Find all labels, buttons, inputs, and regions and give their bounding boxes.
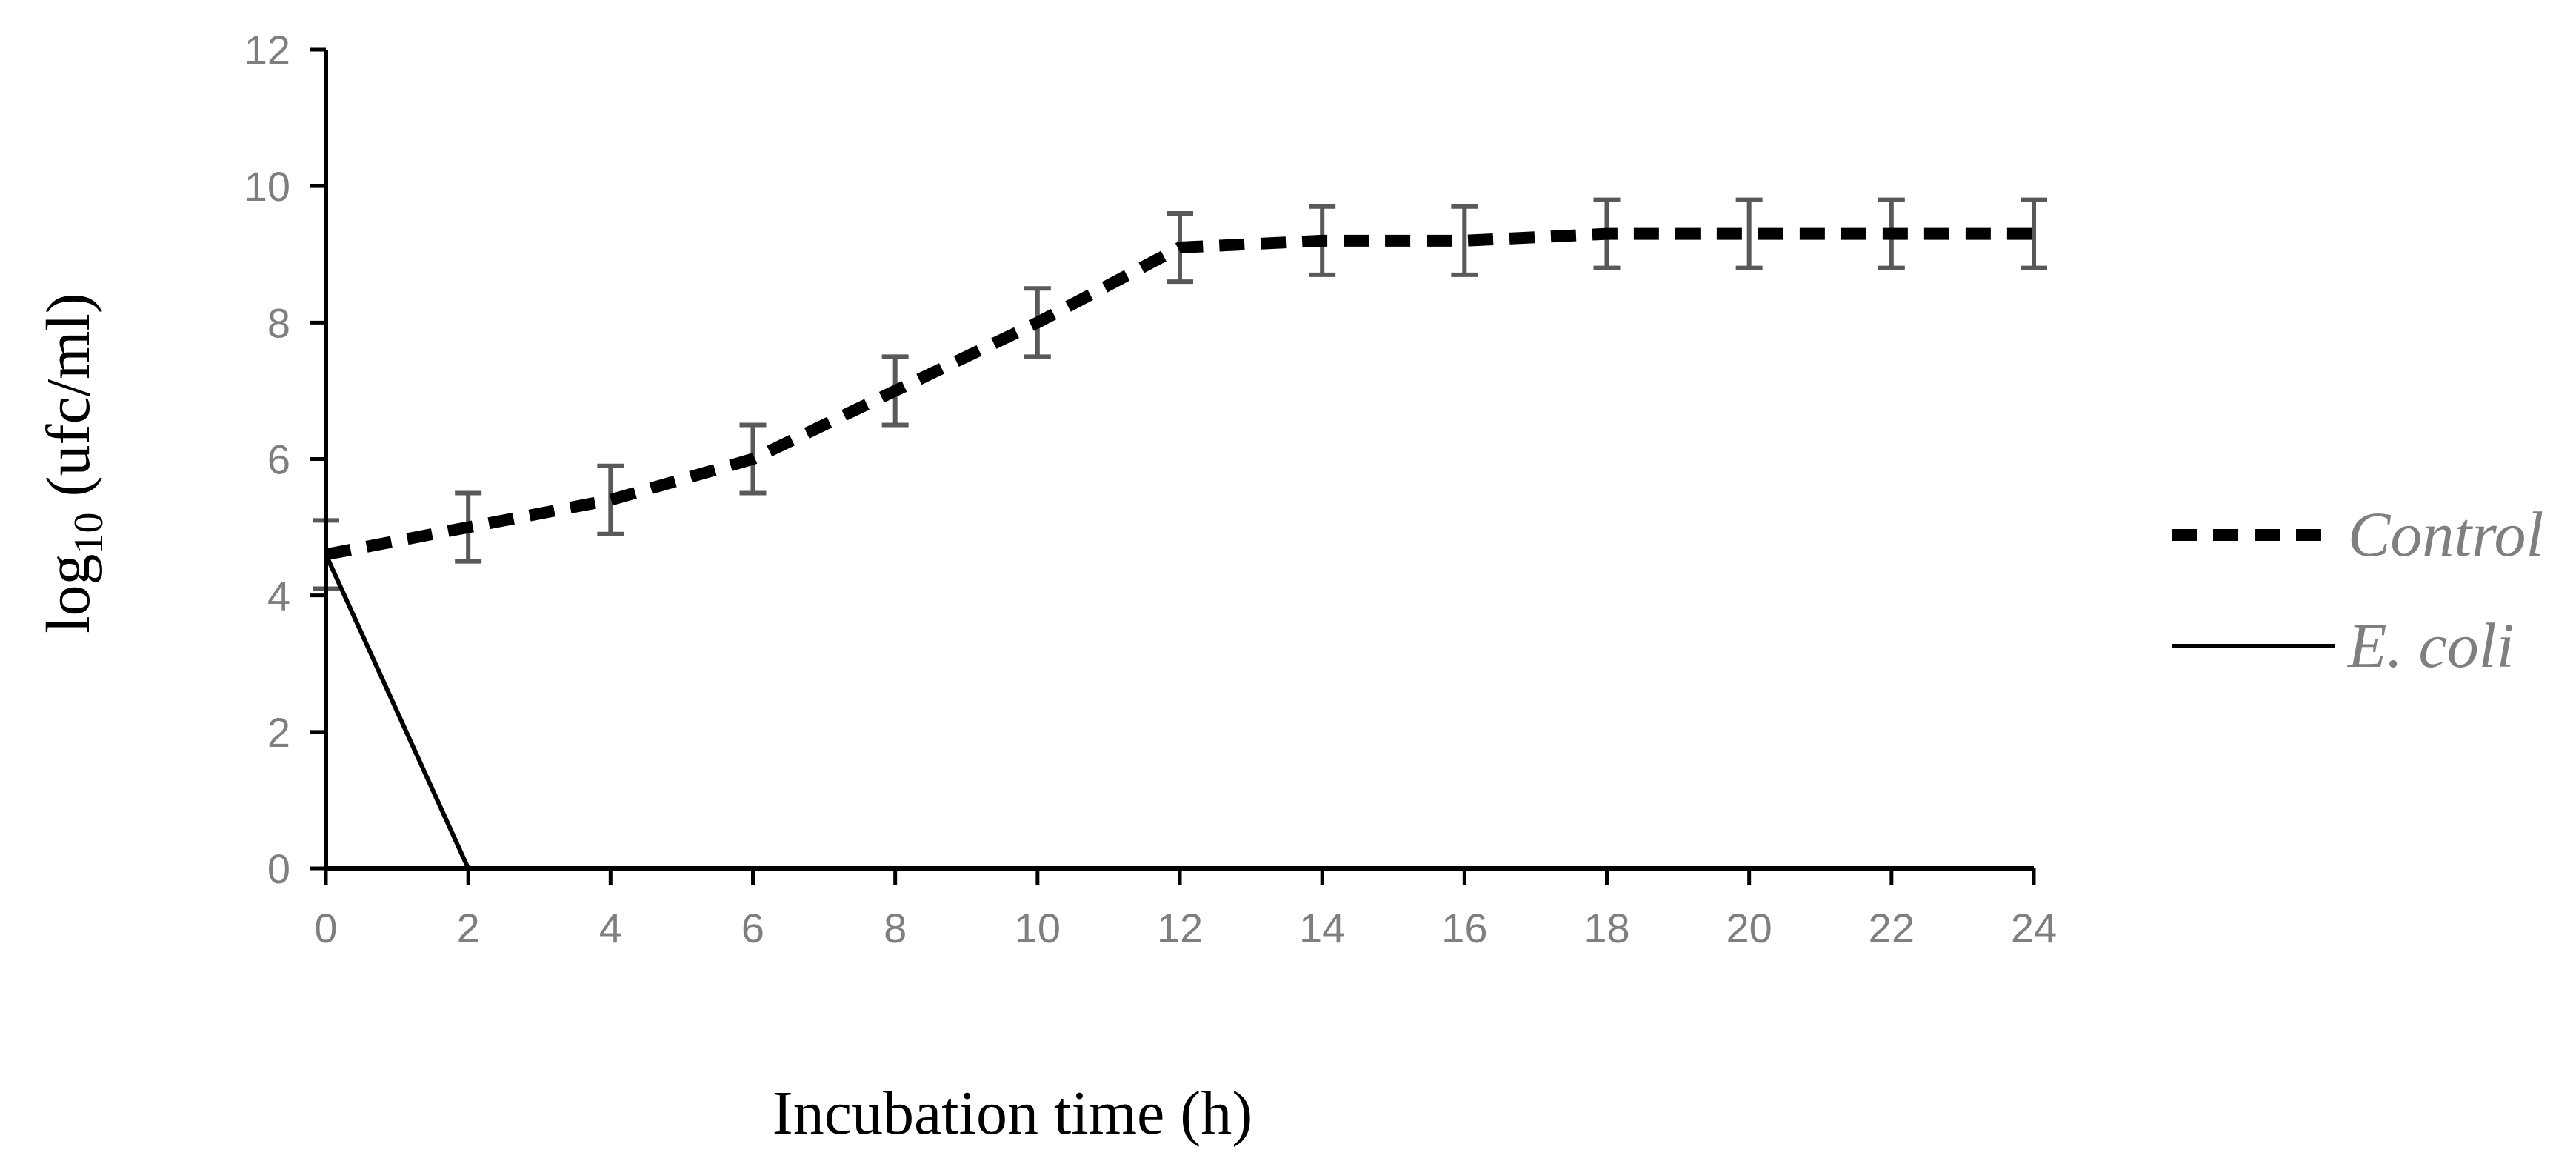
data-point <box>753 459 754 460</box>
y-tick-label: 12 <box>244 27 290 73</box>
data-point <box>2033 233 2035 235</box>
data-point <box>1179 247 1181 248</box>
x-tick-label: 24 <box>2011 905 2057 951</box>
data-point <box>610 499 611 501</box>
y-tick-label: 10 <box>244 163 290 210</box>
series-e-coli <box>324 553 470 870</box>
error-bar <box>2021 197 2047 270</box>
series-line-e-coli <box>324 553 470 870</box>
x-tick-label: 20 <box>1726 905 1772 951</box>
x-tick-label: 4 <box>599 905 622 951</box>
error-bar <box>597 463 624 536</box>
y-tick-label: 4 <box>267 573 290 619</box>
x-tick-label: 14 <box>1299 905 1345 951</box>
x-tick-label: 22 <box>1869 905 1915 951</box>
x-tick-label: 2 <box>457 905 480 951</box>
data-point <box>1891 233 1892 235</box>
x-tick-label: 16 <box>1441 905 1487 951</box>
legend: Control E. coli <box>2172 499 2543 681</box>
x-tick-label: 8 <box>884 905 907 951</box>
data-point <box>1464 240 1465 242</box>
y-tick-label: 6 <box>267 436 290 483</box>
data-point <box>467 527 469 528</box>
data-point <box>1606 233 1608 235</box>
data-point <box>895 390 896 391</box>
y-axis-title-prefix: log <box>34 553 103 633</box>
y-axis-title-subscript: 10 <box>66 512 112 553</box>
data-point <box>1749 233 1750 235</box>
y-axis-title: log10 (ufc/ml) <box>34 293 112 633</box>
x-tick-label: 6 <box>741 905 764 951</box>
y-tick-label: 0 <box>267 845 290 892</box>
x-tick-label: 10 <box>1015 905 1061 951</box>
x-tick-label: 18 <box>1584 905 1629 951</box>
x-tick-label: 0 <box>314 905 337 951</box>
y-tick-label: 2 <box>267 709 290 756</box>
data-point <box>1037 322 1038 323</box>
series-line-control <box>324 227 2034 561</box>
data-point <box>1321 240 1323 242</box>
y-tick-label: 8 <box>267 299 290 346</box>
error-bar <box>1735 197 1763 270</box>
x-tick-label: 12 <box>1157 905 1203 951</box>
legend-label-control: Control <box>2348 499 2543 570</box>
x-axis-title: Incubation time (h) <box>773 1079 1252 1148</box>
plot-area <box>313 197 2047 870</box>
y-axis-title-suffix: (ufc/ml) <box>34 293 103 512</box>
error-bar <box>1451 204 1478 277</box>
legend-label-ecoli: E. coli <box>2346 610 2515 681</box>
series-control <box>313 197 2047 591</box>
